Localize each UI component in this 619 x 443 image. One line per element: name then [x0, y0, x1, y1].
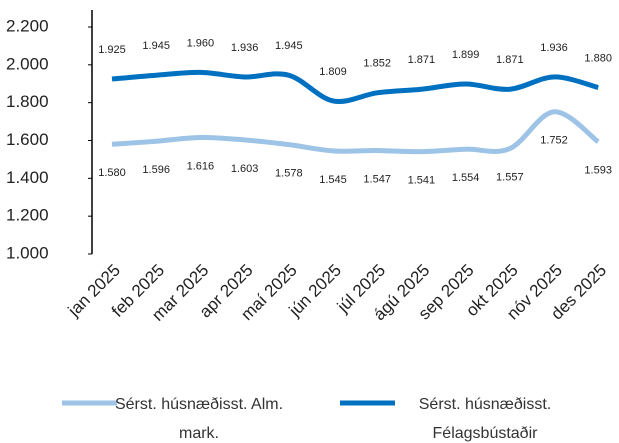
legend-label: Sérst. húsnæðisst. Félagsbústaðir — [418, 396, 552, 442]
data-label: 1.554 — [452, 172, 480, 184]
data-label: 1.752 — [540, 135, 568, 147]
data-label: 1.557 — [496, 172, 524, 184]
data-label: 1.936 — [231, 42, 259, 54]
y-tick-label: 2.200 — [6, 16, 49, 35]
data-label: 1.880 — [584, 52, 612, 64]
data-label: 1.547 — [363, 173, 391, 185]
data-label: 1.936 — [540, 42, 568, 54]
data-label: 1.925 — [98, 44, 126, 56]
y-tick-label: 1.800 — [6, 92, 49, 111]
data-label: 1.960 — [187, 37, 215, 49]
data-label: 1.603 — [231, 163, 259, 175]
data-label: 1.593 — [584, 165, 612, 177]
data-label: 1.580 — [98, 167, 126, 179]
legend-label: Sérst. húsnæðisst. Alm. mark. — [114, 396, 284, 442]
data-label: 1.578 — [275, 168, 303, 180]
data-label: 1.545 — [319, 174, 347, 186]
data-label: 1.899 — [452, 49, 480, 61]
series-line — [111, 109, 600, 155]
data-label: 1.945 — [275, 40, 303, 52]
series-line — [111, 69, 599, 105]
y-tick-label: 2.000 — [6, 54, 49, 73]
data-label: 1.541 — [408, 175, 436, 187]
data-label: 1.616 — [187, 160, 215, 172]
data-label: 1.596 — [142, 164, 170, 176]
data-label: 1.945 — [142, 40, 170, 52]
data-label: 1.871 — [408, 54, 436, 66]
y-tick-label: 1.000 — [6, 243, 49, 262]
y-tick-label: 1.600 — [6, 130, 49, 149]
data-label: 1.852 — [363, 58, 391, 70]
data-label: 1.871 — [496, 54, 524, 66]
y-tick-label: 1.200 — [6, 206, 49, 225]
y-tick-label: 1.400 — [6, 168, 49, 187]
data-label: 1.809 — [319, 66, 347, 78]
